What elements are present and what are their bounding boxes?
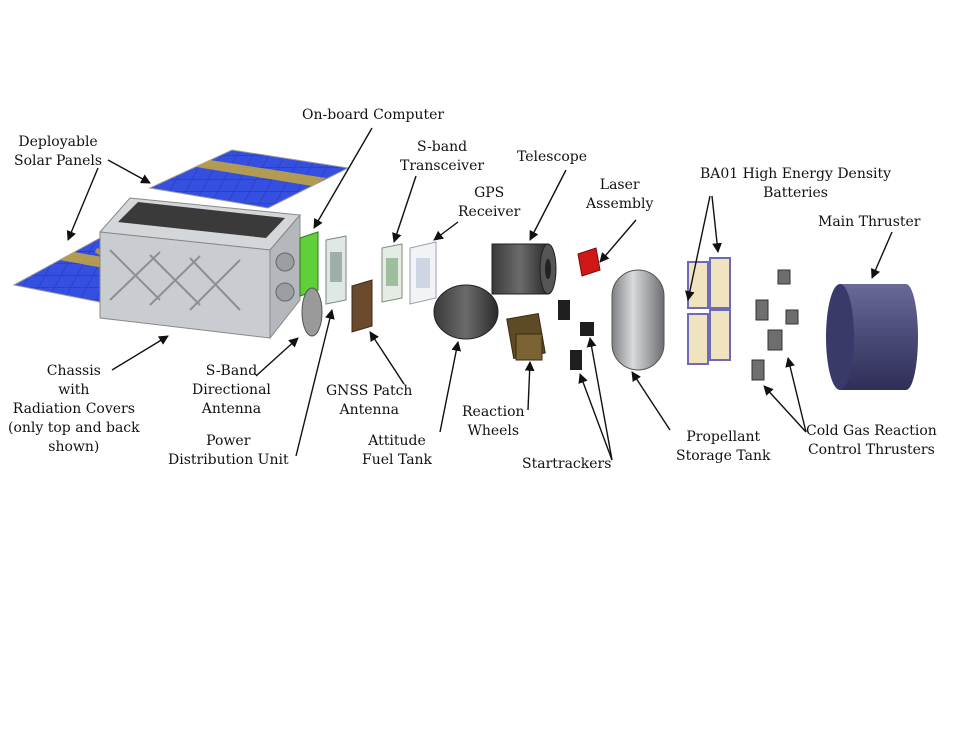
label-line: Propellant — [686, 429, 761, 445]
startracker-2 — [580, 322, 594, 336]
label-chassis: Chassis with Radiation Covers (only top and… — [8, 362, 140, 457]
label-line: Cold Gas Reaction — [806, 423, 937, 439]
label-cold-gas-thrusters: Cold Gas Reaction Control Thrusters — [806, 422, 937, 460]
label-line: GPS — [474, 185, 505, 201]
label-line: Storage Tank — [676, 448, 771, 464]
s-band-antenna-disc — [301, 287, 323, 337]
label-line: Directional — [192, 382, 271, 398]
label-s-band-transceiver: S-band Transceiver — [400, 138, 484, 176]
pdu-board — [325, 235, 347, 305]
label-attitude-tank: Attitude Fuel Tank — [362, 432, 432, 470]
propellant-storage-tank — [611, 269, 665, 371]
label-s-band-antenna: S-Band Directional Antenna — [192, 362, 271, 419]
label-line: On-board Computer — [302, 107, 445, 123]
label-line: S-band — [416, 139, 468, 155]
label-gps-receiver: GPS Receiver — [458, 184, 520, 222]
label-line: with — [58, 382, 90, 398]
label-main-thruster: Main Thruster — [818, 213, 920, 232]
label-line: Main Thruster — [818, 214, 921, 230]
top-solar-panel — [148, 149, 350, 209]
label-pdu: Power Distribution Unit — [168, 432, 289, 470]
gnss-patch-antenna — [351, 279, 373, 333]
label-line: shown) — [48, 439, 100, 455]
label-line: Radiation Covers — [12, 401, 135, 417]
label-gnss-patch: GNSS Patch Antenna — [326, 382, 412, 420]
label-line: Laser — [599, 177, 640, 193]
startracker-3 — [570, 350, 582, 370]
label-line: Transceiver — [400, 158, 485, 174]
label-propellant-tank: Propellant Storage Tank — [676, 428, 770, 466]
chassis — [98, 197, 302, 340]
label-line: Receiver — [458, 204, 521, 220]
s-band-transceiver-board — [381, 243, 403, 303]
label-line: Wheels — [467, 423, 520, 439]
label-line: Startrackers — [522, 456, 612, 472]
label-laser-assembly: Laser Assembly — [586, 176, 653, 214]
label-line: Attitude — [368, 433, 426, 449]
label-on-board-computer: On-board Computer — [302, 106, 444, 125]
label-line: Deployable — [18, 134, 98, 150]
label-line: Solar Panels — [14, 153, 103, 169]
label-line: GNSS Patch — [326, 383, 413, 399]
label-line: Antenna — [201, 401, 262, 417]
label-line: Power — [206, 433, 251, 449]
laser-assembly — [577, 247, 601, 277]
label-line: Chassis — [46, 363, 101, 379]
telescope — [491, 243, 557, 295]
batteries — [687, 257, 731, 365]
label-line: S-Band — [205, 363, 258, 379]
label-batteries: BA01 High Energy Density Batteries — [700, 165, 891, 203]
label-line: Fuel Tank — [362, 452, 433, 468]
label-reaction-wheels: Reaction Wheels — [462, 403, 525, 441]
label-line: Control Thrusters — [807, 442, 935, 458]
gps-receiver-board — [409, 241, 437, 305]
label-line: BA01 High Energy Density — [700, 166, 892, 182]
leader-arrows — [66, 127, 893, 461]
label-line: Distribution Unit — [168, 452, 289, 468]
label-solar-panels: Deployable Solar Panels — [14, 133, 102, 171]
reaction-wheels — [506, 312, 546, 361]
label-startrackers: Startrackers — [522, 455, 611, 474]
label-line: Assembly — [586, 196, 654, 212]
on-board-computer-board — [299, 231, 319, 297]
label-telescope: Telescope — [517, 148, 587, 167]
label-line: Reaction — [462, 404, 525, 420]
main-thruster — [826, 284, 918, 390]
label-line: Batteries — [763, 185, 828, 201]
label-line: (only top and back — [8, 420, 140, 436]
attitude-fuel-tank — [433, 284, 499, 340]
startracker-1 — [558, 300, 570, 320]
label-line: Telescope — [517, 149, 587, 165]
cold-gas-thrusters — [751, 269, 799, 381]
label-line: Antenna — [339, 402, 399, 418]
